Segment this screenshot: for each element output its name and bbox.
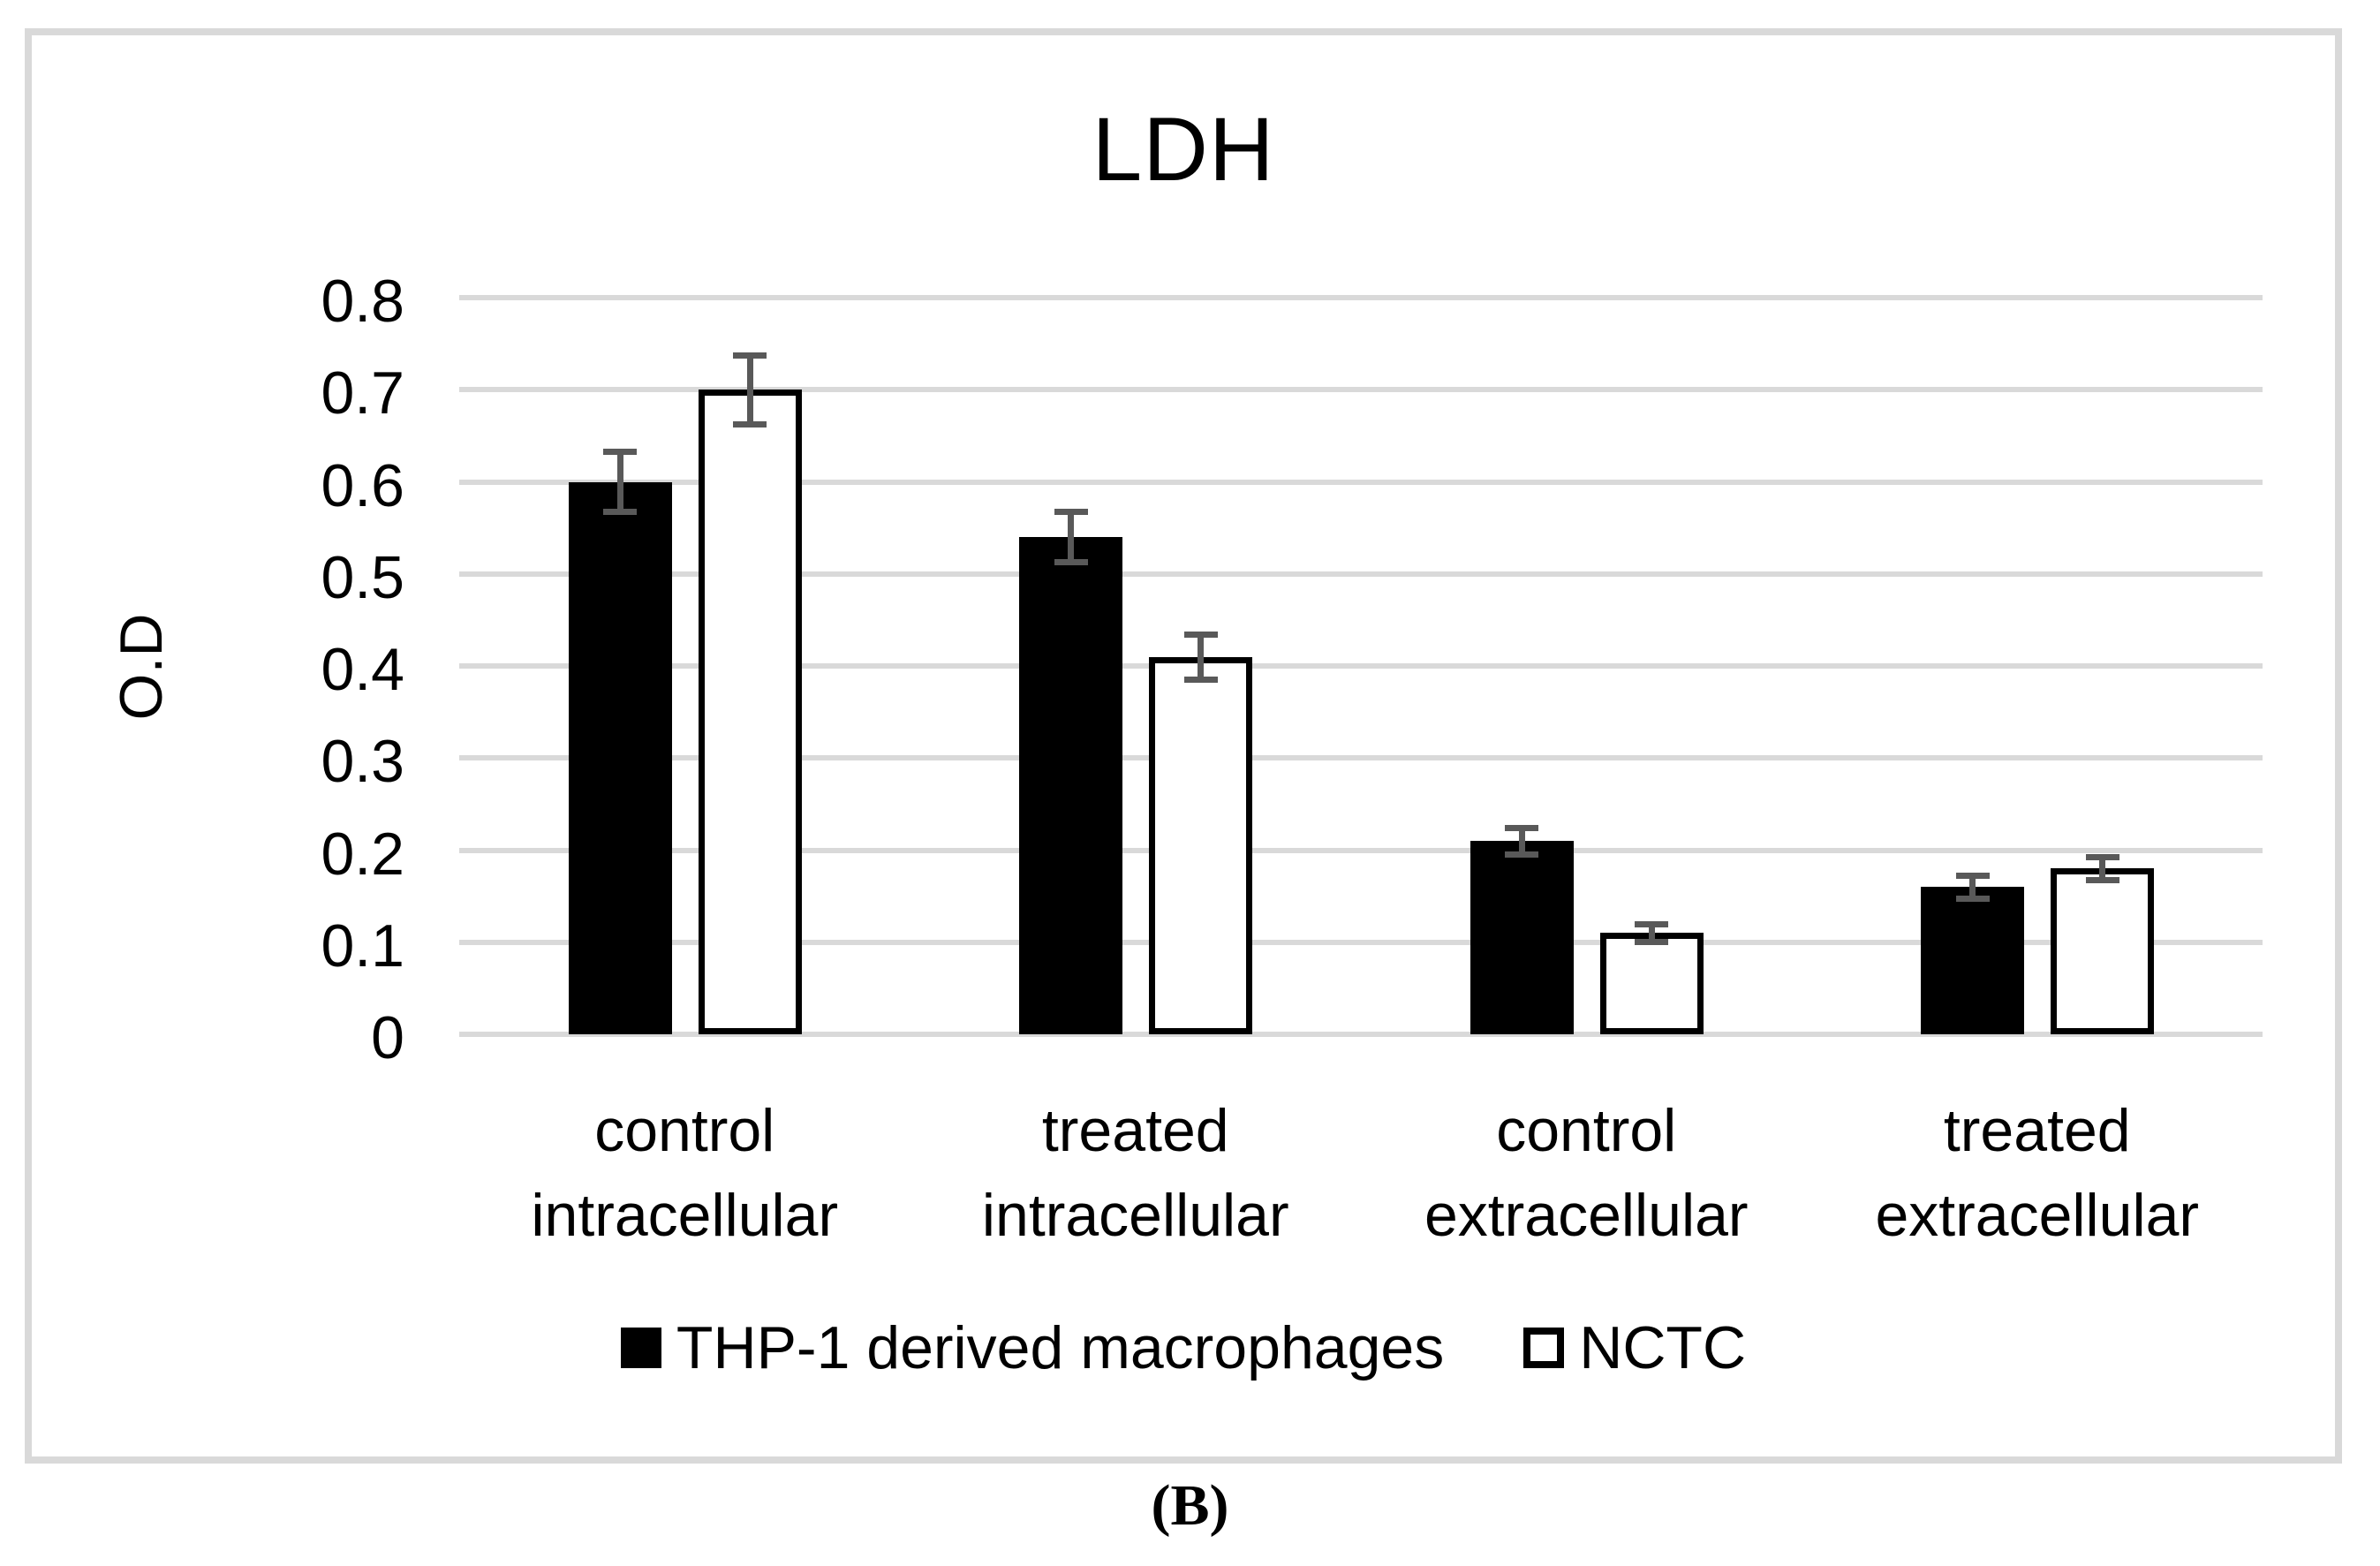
error-bar-cap-bottom xyxy=(1054,559,1088,566)
error-bar-line xyxy=(1198,636,1205,677)
error-bar-cap-bottom xyxy=(1505,851,1539,858)
chart-title: LDH xyxy=(1092,99,1275,200)
error-bar-line xyxy=(1969,877,1976,896)
error-bar-cap-bottom xyxy=(2085,876,2119,883)
gridline xyxy=(459,939,2263,945)
gridline xyxy=(459,571,2263,577)
error-bar-cap-top xyxy=(1054,508,1088,515)
x-axis-label: treated intracellular xyxy=(981,1097,1289,1249)
bar-thp1-derived-macrophages xyxy=(1019,537,1123,1034)
error-bar-cap-bottom xyxy=(1955,895,1990,902)
panel-label: (B) xyxy=(1151,1473,1229,1538)
x-axis-label: control intracellular xyxy=(531,1097,839,1249)
error-bar-line xyxy=(1648,927,1655,940)
y-tick-label: 0.7 xyxy=(321,359,404,427)
gridline xyxy=(459,755,2263,761)
y-tick-label: 0.2 xyxy=(321,820,404,888)
y-tick-label: 0.4 xyxy=(321,636,404,703)
legend-swatch-nctc xyxy=(1523,1328,1565,1368)
y-tick-label: 0.8 xyxy=(321,268,404,335)
bar-nctc xyxy=(1149,656,1253,1034)
gridline xyxy=(459,295,2263,300)
gridline xyxy=(459,1032,2263,1037)
x-axis-label: treated extracellular xyxy=(1875,1097,2200,1249)
error-bar-cap-top xyxy=(1635,921,1669,928)
bar-nctc xyxy=(698,390,802,1034)
y-tick-label: 0.6 xyxy=(321,451,404,519)
error-bar-cap-top xyxy=(1505,824,1539,831)
x-axis-label: control extracellular xyxy=(1424,1097,1749,1249)
error-bar-cap-top xyxy=(603,449,638,456)
legend: THP-1 derived macrophages NCTC xyxy=(25,1318,2342,1378)
error-bar-cap-bottom xyxy=(733,420,767,427)
error-bar-cap-top xyxy=(733,352,767,359)
bar-nctc xyxy=(2051,868,2155,1034)
error-bar-line xyxy=(1068,513,1075,561)
error-bar-cap-bottom xyxy=(1183,676,1218,683)
legend-item-thp1-derived-macrophages: THP-1 derived macrophages xyxy=(620,1314,1445,1381)
legend-label-thp1-derived-macrophages: THP-1 derived macrophages xyxy=(676,1314,1445,1381)
y-tick-label: 0 xyxy=(371,1004,404,1071)
gridline xyxy=(459,387,2263,393)
error-bar-line xyxy=(616,454,623,510)
bar-thp1-derived-macrophages xyxy=(1470,841,1574,1034)
legend-item-nctc: NCTC xyxy=(1523,1318,1746,1378)
legend-label-nctc: NCTC xyxy=(1579,1314,1747,1381)
error-bar-cap-bottom xyxy=(603,508,638,515)
gridline xyxy=(459,479,2263,485)
error-bar-cap-top xyxy=(1955,872,1990,879)
gridline xyxy=(459,663,2263,669)
error-bar-cap-bottom xyxy=(1635,938,1669,945)
error-bar-cap-top xyxy=(1183,631,1218,638)
y-tick-label: 0.5 xyxy=(321,543,404,611)
legend-swatch-thp1-derived-macrophages xyxy=(620,1328,661,1368)
gridline xyxy=(459,847,2263,853)
error-bar-cap-top xyxy=(2085,853,2119,860)
bar-nctc xyxy=(1599,933,1704,1034)
y-tick-label: 0.3 xyxy=(321,728,404,796)
error-bar-line xyxy=(1518,829,1525,852)
bar-thp1-derived-macrophages xyxy=(1921,887,2025,1034)
bar-thp1-derived-macrophages xyxy=(568,481,672,1034)
error-bar-line xyxy=(2099,859,2106,878)
y-tick-label: 0.1 xyxy=(321,912,404,980)
error-bar-line xyxy=(746,357,753,422)
